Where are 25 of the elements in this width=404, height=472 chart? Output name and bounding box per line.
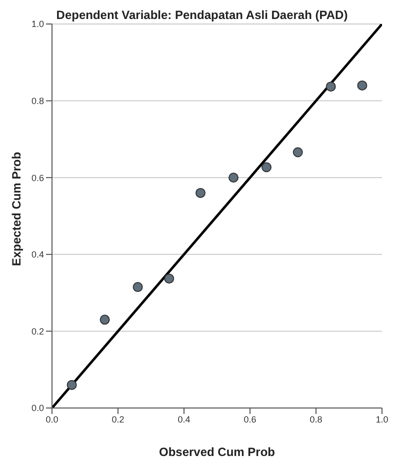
x-axis-title: Observed Cum Prob: [158, 445, 276, 459]
point: [326, 82, 336, 92]
x-tick-label: 1.0: [376, 414, 388, 424]
y-tick-label: 0.0: [31, 403, 44, 414]
point: [262, 162, 272, 172]
x-tick-label: 0.2: [112, 414, 124, 424]
point: [66, 380, 77, 390]
x-tick-label: 0.8: [310, 414, 322, 424]
point: [196, 188, 206, 198]
y-tick-label: 0.2: [31, 326, 44, 336]
point: [132, 282, 143, 292]
x-tick-label: 0.6: [244, 414, 256, 424]
y-tick-label: 0.4: [31, 250, 44, 260]
chart-title: Dependent Variable: Pendapatan Asli Daerah (PAD): [56, 8, 348, 22]
point: [292, 147, 303, 158]
x-tick-label: 0.0: [46, 414, 58, 424]
y-tick-label: 1.0: [31, 19, 44, 30]
point: [228, 172, 238, 183]
point: [100, 314, 110, 325]
y-tick-label: 0.6: [31, 172, 44, 183]
point: [357, 80, 368, 90]
point: [164, 274, 174, 284]
x-tick-label: 0.4: [178, 414, 190, 424]
y-tick-label: 0.8: [31, 96, 44, 106]
y-axis-title: Expected Cum Prob: [9, 152, 24, 266]
